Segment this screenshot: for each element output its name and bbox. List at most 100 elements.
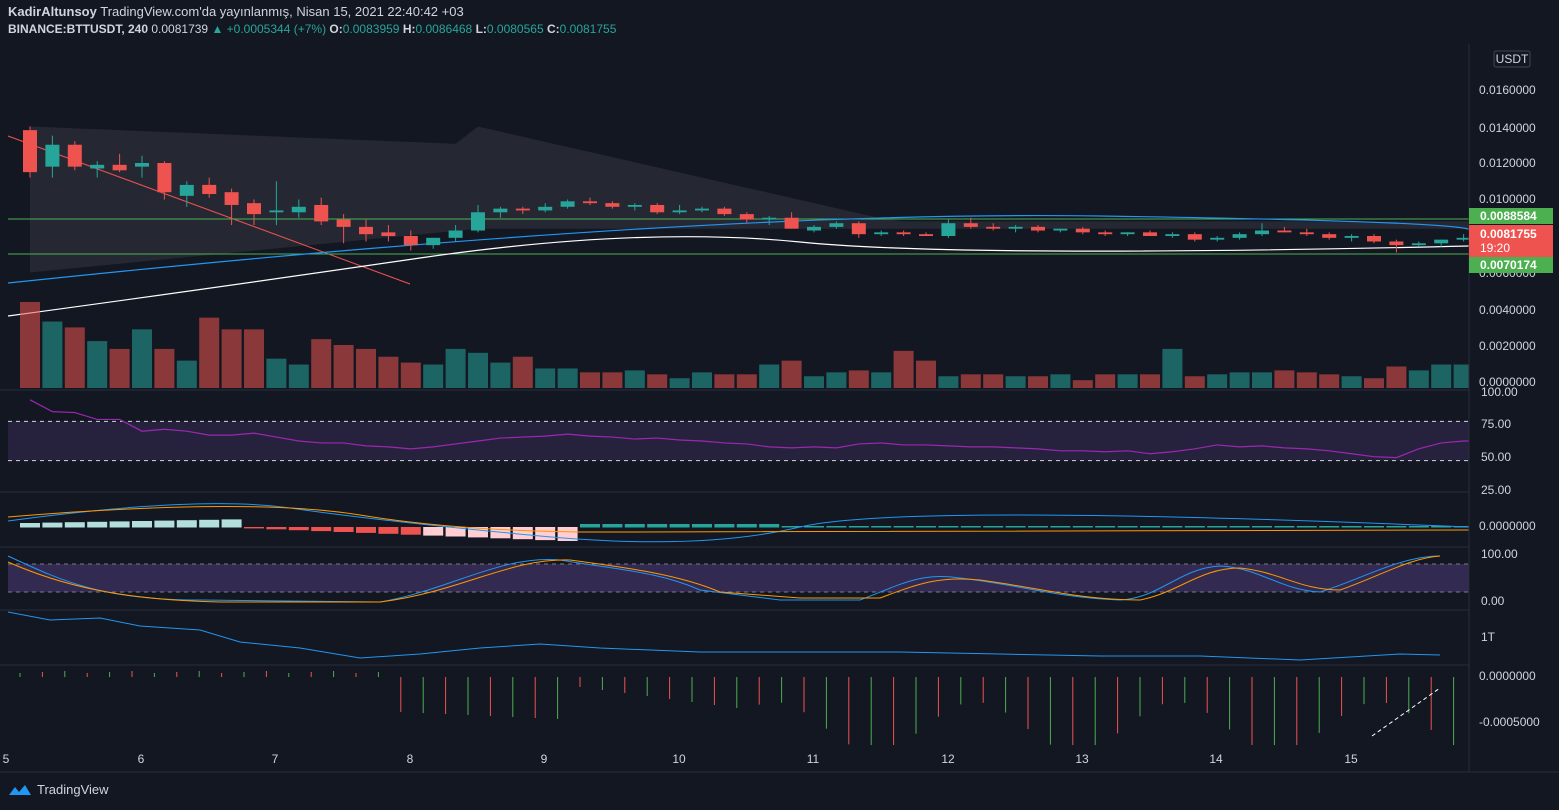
time-tick-label: 14 [1209,752,1223,766]
volume-bar [512,356,533,388]
macd-line [7,503,1470,543]
macd-histogram-bar [42,522,63,528]
volume-bar [154,348,175,388]
volume-series [20,302,1559,388]
published-text: TradingView.com'da yayınlanmış, Nisan 15… [100,4,464,19]
volume-bar [602,372,623,388]
footer-brand[interactable]: TradingView [8,782,109,797]
rsi-tick-label: 50.00 [1481,450,1511,464]
volume-bar [42,321,63,388]
volume-bar [624,370,645,388]
candle-body [1411,243,1426,246]
volume-bar [87,341,108,388]
obv-pane [7,611,1441,661]
volume-bar [983,374,1004,388]
pane-separators [0,389,1469,666]
candle-body [1187,234,1202,240]
close-value: 0.0081755 [559,22,617,36]
candle-body [1053,228,1068,231]
macd-histogram-bar [288,527,309,531]
candle-body [381,232,396,236]
volume-bar [871,372,892,388]
candle-body [672,210,687,213]
candle-body [1143,232,1157,236]
candle-body [1031,226,1045,231]
macd-histogram-bar [1252,526,1272,528]
macd-histogram-bar [669,524,690,528]
volume-bar [1229,372,1250,388]
low-value: 0.0080565 [486,22,544,36]
volume-bar [400,362,421,388]
osc-tick-label: -0.0005000 [1479,715,1540,729]
candle-body [67,144,82,167]
time-tick-label: 15 [1344,752,1358,766]
candle-body [1255,230,1269,235]
price-tick-label: 0.0040000 [1479,303,1536,317]
candle-body [829,223,844,227]
volume-bar [1319,374,1340,388]
candle-body [493,208,508,213]
candle-body [45,144,60,167]
volume-bar [1341,376,1362,388]
volume-bar [1274,370,1295,388]
macd-histogram-bar [378,527,399,534]
candle-body [515,208,530,211]
volume-bar [1162,348,1183,388]
macd-tick-label: 0.0000000 [1479,519,1536,533]
candle-body [1075,228,1090,233]
candle-body [179,184,194,196]
time-tick-label: 5 [3,752,10,766]
candle-body [1299,232,1314,235]
candle-body [896,232,911,235]
volume-bar [1117,374,1138,388]
candle-body [157,163,172,193]
macd-histogram-bar [468,527,488,538]
volume-bar [64,327,85,388]
macd-histogram-bar [311,527,332,532]
currency-badge[interactable] [1493,50,1531,68]
volume-bar [445,348,466,388]
macd-histogram-bar [1095,526,1116,528]
macd-histogram-bar [759,524,780,528]
macd-histogram-bar [1341,526,1362,528]
macd-histogram-bar [199,519,220,528]
trend-dashed-line [1371,687,1441,737]
volume-bar [826,372,847,388]
candle-body [1434,239,1449,244]
obv-line [7,611,1441,661]
candle-body [762,217,777,220]
cloud-fill [30,126,1554,273]
candle-body [359,226,373,235]
lower-level-label: 0.0070174 [1480,258,1537,272]
time-tick-label: 10 [672,752,686,766]
macd-histogram-bar [512,527,533,540]
candle-body [1367,236,1381,242]
candle-body [471,212,485,231]
macd-histogram-bar [20,523,40,528]
candle-body [112,164,127,171]
current-price-tag [1469,225,1553,257]
candle-body [717,208,732,215]
macd-histogram-bar [1229,526,1250,528]
ma-blue-line [7,214,1472,284]
stoch-d-line [7,555,1441,603]
volume-bar [535,368,556,388]
macd-histogram-bar [87,521,108,528]
macd-histogram-bar [1072,526,1093,528]
volume-bar [893,350,914,388]
macd-histogram-bar [266,527,287,530]
candle-body [650,204,665,213]
rsi-line [29,399,1531,459]
price-tick-label: 0.0120000 [1479,156,1536,170]
candle-body [963,223,978,227]
price-axis-bg [1469,44,1559,772]
stoch-tick-label: 0.00 [1481,594,1505,608]
volume-bar [199,317,220,388]
currency-label: USDT [1496,52,1529,66]
time-tick-label: 9 [541,752,548,766]
macd-histogram-bar [1162,526,1183,528]
candle-body [90,164,105,169]
price-overlays [7,135,1472,317]
macd-histogram-bar [423,527,444,536]
